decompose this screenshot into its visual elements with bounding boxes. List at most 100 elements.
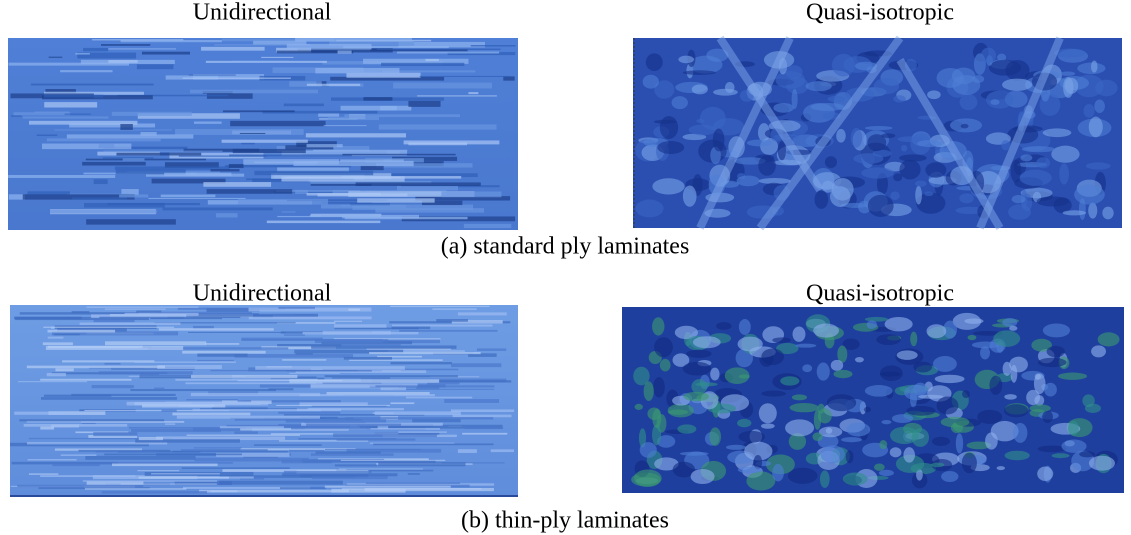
texture <box>899 159 921 180</box>
texture <box>119 194 149 198</box>
texture <box>864 125 893 131</box>
texture <box>338 468 424 470</box>
texture <box>309 214 321 217</box>
texture <box>374 411 461 416</box>
texture <box>744 441 773 461</box>
texture <box>19 419 165 422</box>
texture <box>792 326 806 342</box>
texture <box>277 322 336 324</box>
texture <box>293 160 414 167</box>
texture <box>327 116 379 121</box>
texture <box>1094 99 1105 113</box>
texture <box>819 470 830 488</box>
texture <box>331 377 391 379</box>
texture <box>248 316 372 320</box>
texture <box>927 90 941 100</box>
texture <box>376 48 501 50</box>
texture <box>130 389 276 392</box>
texture <box>241 339 383 341</box>
texture <box>913 382 928 396</box>
texture <box>266 220 381 224</box>
texture <box>30 83 154 86</box>
texture <box>318 113 340 117</box>
texture <box>136 64 174 70</box>
texture <box>1091 345 1107 358</box>
texture <box>289 379 440 383</box>
texture <box>757 123 770 142</box>
texture <box>864 385 893 397</box>
texture <box>224 165 352 168</box>
texture <box>451 363 502 368</box>
texture <box>105 341 207 346</box>
texture <box>760 423 775 429</box>
texture <box>980 346 991 360</box>
texture <box>375 208 485 213</box>
texture <box>306 144 343 148</box>
texture <box>867 134 887 152</box>
texture <box>369 352 481 355</box>
texture <box>336 469 434 472</box>
texture <box>52 463 100 467</box>
texture <box>175 129 304 135</box>
texture <box>334 324 387 328</box>
texture <box>831 53 856 77</box>
texture <box>48 56 63 58</box>
texture <box>441 462 505 464</box>
texture <box>192 427 253 432</box>
texture <box>178 155 267 157</box>
texture <box>215 213 238 218</box>
texture <box>1042 323 1071 338</box>
texture <box>285 419 387 423</box>
texture <box>773 159 802 166</box>
texture <box>854 356 864 363</box>
texture <box>854 61 878 71</box>
texture <box>13 112 71 116</box>
texture <box>270 377 325 380</box>
texture <box>989 375 1003 395</box>
texture <box>1084 403 1101 414</box>
texture <box>364 488 494 492</box>
texture <box>690 468 715 485</box>
texture <box>93 319 135 323</box>
texture <box>248 307 372 312</box>
texture <box>1061 439 1087 453</box>
texture <box>180 449 268 452</box>
texture <box>321 344 401 346</box>
texture <box>27 458 77 461</box>
texture <box>41 143 132 150</box>
texture <box>1026 389 1041 406</box>
texture <box>639 442 657 458</box>
texture <box>633 366 650 386</box>
texture <box>1021 146 1056 153</box>
texture <box>103 146 188 149</box>
texture <box>373 443 494 446</box>
texture <box>1003 404 1029 418</box>
texture <box>138 476 229 479</box>
texture <box>230 120 326 127</box>
texture <box>342 214 419 219</box>
texture <box>990 99 1000 106</box>
texture <box>15 316 149 321</box>
texture <box>308 408 404 411</box>
texture <box>172 450 288 453</box>
texture <box>114 166 230 170</box>
texture <box>294 349 404 354</box>
texture <box>312 149 408 152</box>
texture <box>941 470 959 482</box>
texture <box>44 102 98 108</box>
texture <box>197 353 248 357</box>
texture <box>306 192 381 196</box>
texture <box>158 328 274 331</box>
texture <box>378 462 466 467</box>
texture <box>399 329 498 332</box>
texture <box>199 489 349 493</box>
texture <box>725 444 747 450</box>
texture <box>219 475 355 478</box>
texture <box>1088 116 1103 138</box>
texture <box>408 100 441 107</box>
texture <box>980 47 997 64</box>
texture <box>322 331 391 335</box>
texture <box>787 467 818 484</box>
texture <box>210 169 240 172</box>
texture <box>387 350 465 352</box>
